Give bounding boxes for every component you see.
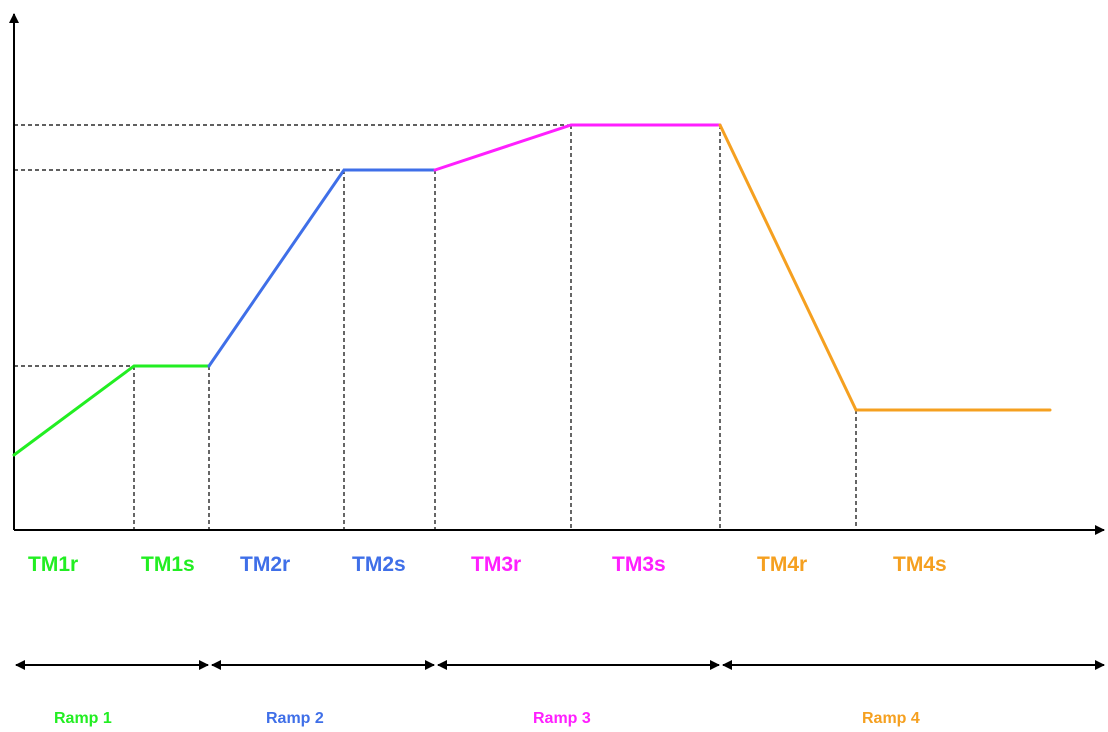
ramp-label-2: Ramp 2 [266, 710, 324, 727]
phase-label-tm3r: TM3r [471, 553, 521, 576]
phase-label-tm4r: TM4r [757, 553, 807, 576]
ramp-3-profile-segment [433, 123, 722, 172]
ramp-label-4: Ramp 4 [862, 710, 920, 727]
ramp-1-profile-segment [12, 364, 211, 457]
ramp-label-1: Ramp 1 [54, 710, 112, 727]
horizontal-guides [14, 124, 571, 367]
ramp-2-profile-segment [207, 168, 437, 368]
phase-label-tm3s: TM3s [612, 553, 666, 576]
phase-labels: TM1r TM1s TM2r TM2s TM3r TM3s TM4r TM4s [28, 553, 947, 576]
ramp-labels: Ramp 1 Ramp 2 Ramp 3 Ramp 4 [54, 710, 920, 727]
phase-label-tm2r: TM2r [240, 553, 290, 576]
profile [12, 123, 1052, 457]
vertical-guides [133, 125, 857, 530]
ramp-label-3: Ramp 3 [533, 710, 591, 727]
phase-label-tm1s: TM1s [141, 553, 195, 576]
phase-label-tm2s: TM2s [352, 553, 406, 576]
ramp-4-profile-segment [718, 123, 1052, 412]
phase-label-tm4s: TM4s [893, 553, 947, 576]
phase-label-tm1r: TM1r [28, 553, 78, 576]
